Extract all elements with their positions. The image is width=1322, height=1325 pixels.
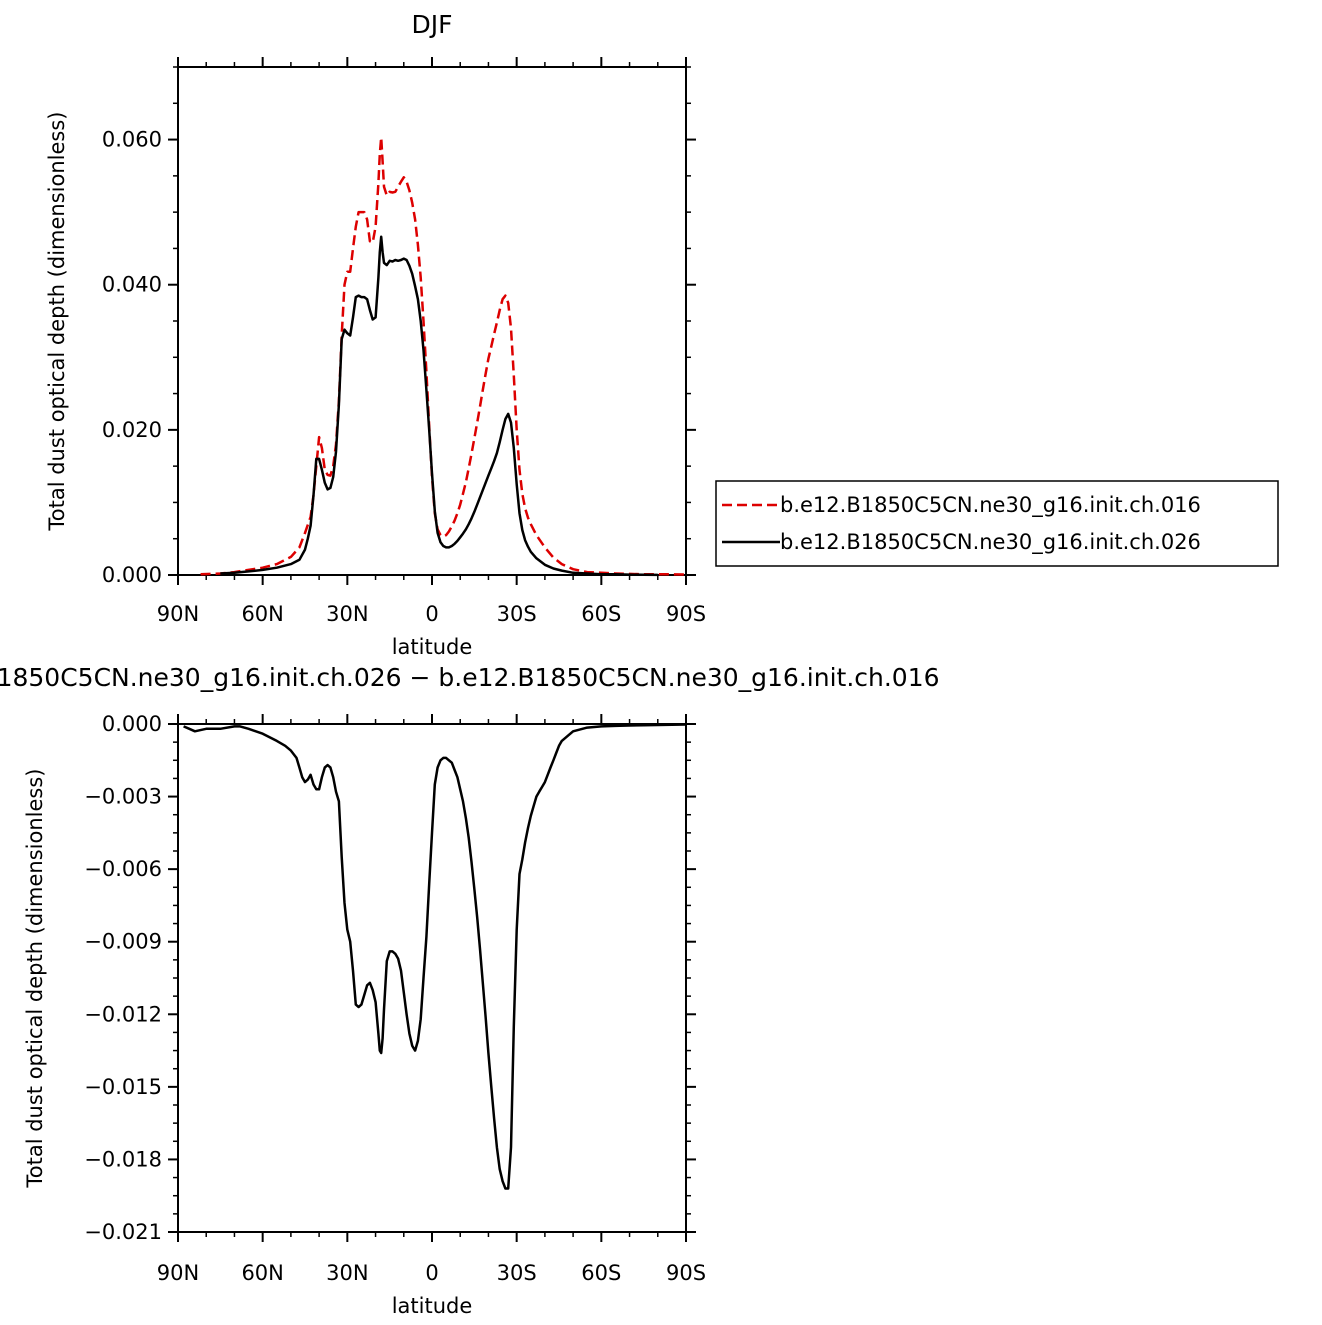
chart-title: DJF [411, 10, 452, 39]
x-tick-label: 30N [326, 602, 368, 626]
y-tick-label: −0.018 [84, 1147, 162, 1171]
x-tick-label: 90S [666, 1261, 706, 1285]
x-tick-label: 30N [326, 1261, 368, 1285]
x-tick-label: 30S [497, 1261, 537, 1285]
series-line-2 [220, 235, 658, 577]
x-tick-label: 0 [425, 602, 438, 626]
x-tick-label: 60S [581, 1261, 621, 1285]
legend: b.e12.B1850C5CN.ne30_g16.init.ch.016 b.e1… [715, 480, 1279, 567]
legend-label-2: b.e12.B1850C5CN.ne30_g16.init.ch.026 [780, 530, 1201, 555]
y-axis-label: Total dust optical depth (dimensionless) [45, 112, 69, 532]
plot-frame [177, 723, 687, 1233]
y-tick-label: 0.060 [102, 128, 162, 152]
djf-zonal-mean-panel: DJF 90N 60N 30N 0 30S 60S 90S 0.000 0.020 0.040 0.0… [45, 10, 706, 659]
x-axis-label: latitude [392, 1294, 473, 1318]
difference-panel: b.e12.B1850C5CN.ne30_g16.init.ch.026 − b… [0, 663, 940, 1318]
y-tick-label: −0.006 [84, 857, 162, 881]
x-tick-label: 60N [241, 602, 283, 626]
x-tick-label: 90N [157, 602, 199, 626]
y-tick-label: 0.000 [102, 563, 162, 587]
x-tick-label: 60S [581, 602, 621, 626]
x-tick-label: 90N [157, 1261, 199, 1285]
y-tick-label: −0.009 [84, 930, 162, 954]
legend-box [715, 480, 1279, 567]
x-tick-label: 90S [666, 602, 706, 626]
plot-frame [177, 66, 687, 576]
y-tick-label: −0.021 [84, 1220, 162, 1244]
y-tick-label: −0.012 [84, 1002, 162, 1026]
y-tick-label: 0.040 [102, 273, 162, 297]
series-line-1 [183, 723, 687, 1190]
series-line-1 [200, 136, 687, 576]
y-axis-label: Total dust optical depth (dimensionless) [23, 769, 47, 1189]
chart-title: b.e12.B1850C5CN.ne30_g16.init.ch.026 − b… [0, 663, 940, 692]
y-tick-label: −0.015 [84, 1075, 162, 1099]
legend-label-1: b.e12.B1850C5CN.ne30_g16.init.ch.016 [780, 493, 1201, 518]
y-tick-label: 0.000 [102, 712, 162, 736]
x-tick-label: 30S [497, 602, 537, 626]
x-tick-label: 0 [425, 1261, 438, 1285]
y-tick-label: 0.020 [102, 418, 162, 442]
x-axis-label: latitude [392, 635, 473, 659]
x-tick-label: 60N [241, 1261, 283, 1285]
y-tick-label: −0.003 [84, 785, 162, 809]
